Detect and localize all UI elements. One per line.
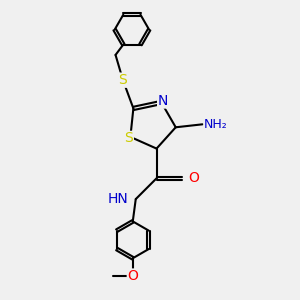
- Text: S: S: [118, 73, 127, 87]
- Text: O: O: [188, 171, 199, 185]
- Text: NH₂: NH₂: [204, 118, 228, 131]
- Text: S: S: [124, 131, 133, 146]
- Text: O: O: [127, 269, 138, 283]
- Text: N: N: [158, 94, 168, 108]
- Text: HN: HN: [108, 192, 128, 206]
